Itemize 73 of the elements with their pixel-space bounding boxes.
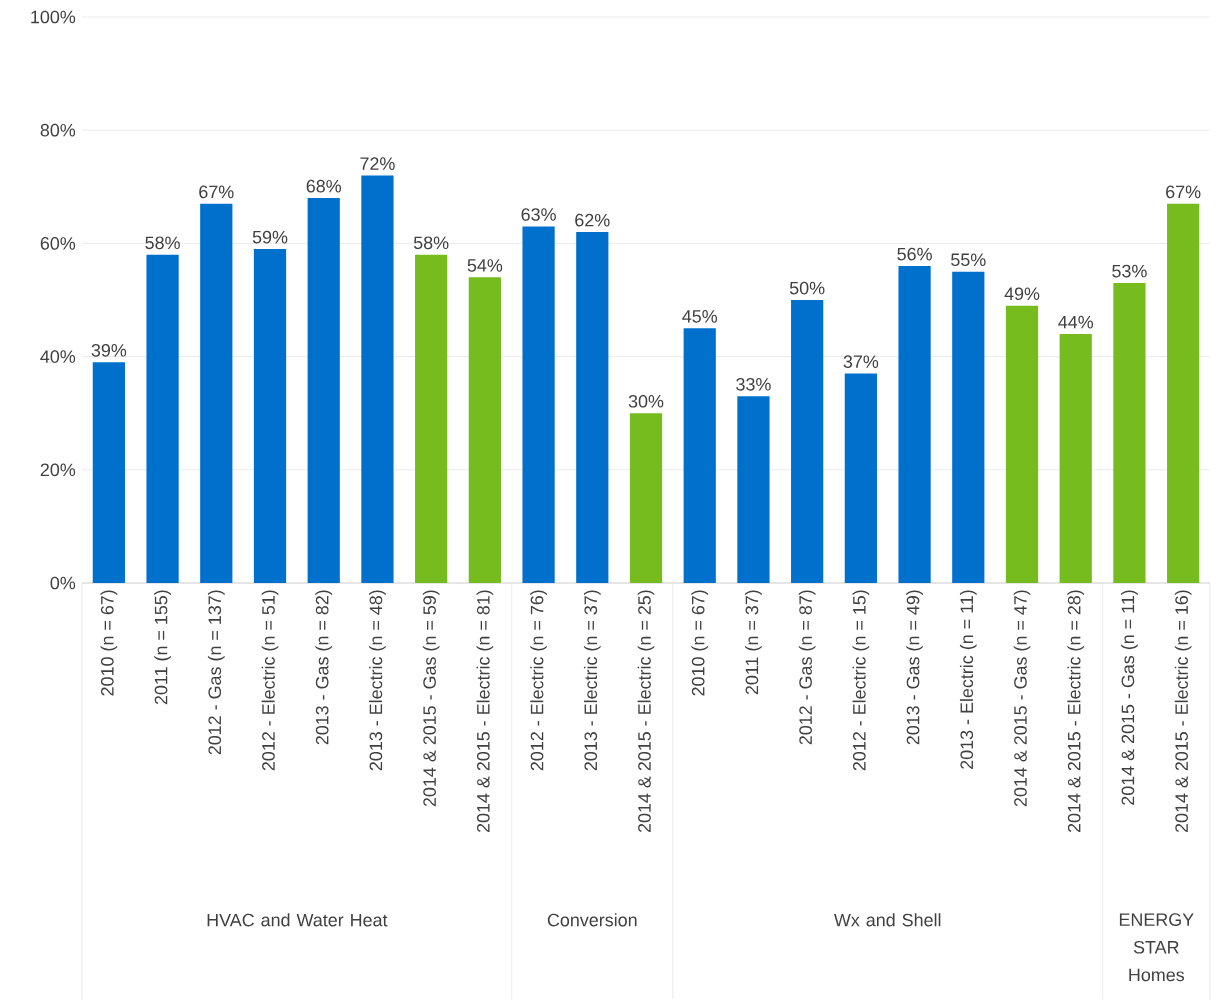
bar	[307, 198, 340, 583]
bar	[683, 328, 716, 583]
bar	[1005, 305, 1039, 583]
bar	[1113, 283, 1146, 583]
data-label: 33%	[736, 377, 771, 391]
bar	[146, 254, 179, 583]
x-tick-label: 2011 (n = 37)	[745, 590, 762, 695]
x-tick-label: 2014 & 2015 - Electric (n = 28)	[1067, 590, 1085, 833]
data-label: 55%	[951, 253, 986, 267]
y-tick-label: 80%	[40, 123, 76, 137]
bar	[200, 203, 233, 583]
bar	[629, 413, 663, 583]
y-tick-label: 0%	[50, 576, 76, 590]
data-label: 45%	[682, 310, 718, 323]
y-tick-label: 60%	[40, 237, 76, 250]
x-tick-label: 2013 - Gas (n = 49)	[906, 590, 923, 745]
bar	[1167, 203, 1200, 583]
data-label: 58%	[413, 236, 449, 250]
data-label: 44%	[1058, 315, 1094, 329]
y-tick-label: 20%	[40, 463, 76, 477]
data-label: 62%	[575, 213, 610, 227]
bar	[253, 249, 287, 583]
data-label: 67%	[1166, 185, 1201, 199]
text: HVAC and Water Heat	[207, 913, 388, 927]
x-tick-label: 2013 - Electric (n = 11)	[959, 590, 977, 769]
text: ENERGY STAR Homes	[1119, 913, 1194, 982]
x-tick-label: 2010 (n = 67)	[691, 590, 709, 696]
bar	[1059, 333, 1092, 583]
x-tick-label: 2012 - Electric (n = 51)	[261, 590, 279, 771]
x-tick-label: 2014 & 2015 - Gas (n = 11)	[1121, 590, 1138, 805]
data-label: 63%	[521, 208, 556, 221]
bar	[415, 254, 448, 583]
data-label: 59%	[252, 230, 288, 244]
bar	[952, 271, 985, 583]
x-tick-label: 2014 & 2015 - Gas (n = 47)	[1013, 590, 1031, 807]
data-label: 30%	[628, 394, 664, 408]
bar	[92, 362, 125, 583]
data-label: 53%	[1112, 264, 1147, 278]
data-label: 58%	[145, 236, 180, 250]
data-label: 49%	[1004, 287, 1040, 301]
x-tick-label: 2012 - Electric (n = 15)	[852, 590, 870, 771]
x-tick-label: 2011 (n = 155)	[154, 590, 171, 705]
x-tick-label: 2010 (n = 67)	[100, 590, 118, 696]
x-tick-label: 2013 - Electric (n = 48)	[369, 590, 386, 771]
text: Conversion	[547, 913, 637, 927]
y-tick-label: 40%	[40, 350, 76, 363]
x-tick-label: 2014 & 2015 - Electric (n = 25)	[637, 590, 655, 833]
x-tick-label: 2012 - Electric (n = 76)	[530, 590, 547, 771]
x-tick-label: 2014 & 2015 - Gas (n = 59)	[422, 590, 440, 807]
bar	[791, 299, 824, 583]
data-label: 56%	[897, 247, 932, 261]
bar	[844, 373, 877, 583]
data-label: 54%	[467, 259, 503, 272]
data-label: 68%	[306, 179, 342, 193]
bar	[468, 277, 501, 583]
x-tick-label: 2014 & 2015 - Electric (n = 81)	[476, 590, 494, 833]
text: Wx and Shell	[833, 913, 941, 927]
x-tick-label: 2012 - Gas (n = 137)	[207, 590, 225, 755]
x-tick-label: 2012 - Gas (n = 87)	[798, 590, 816, 745]
bar	[576, 232, 609, 583]
y-tick-label: 100%	[31, 10, 76, 24]
data-label: 72%	[360, 157, 395, 170]
x-tick-label: 2013 - Electric (n = 37)	[583, 590, 601, 771]
bar	[737, 396, 770, 583]
data-label: 50%	[789, 281, 825, 295]
bar	[361, 175, 394, 583]
bar	[522, 226, 555, 583]
data-label: 39%	[91, 343, 127, 357]
x-tick-label: 2013 - Gas (n = 82)	[315, 590, 333, 745]
data-label: 67%	[199, 185, 234, 199]
x-tick-label: 2014 & 2015 - Electric (n = 16)	[1174, 590, 1192, 833]
data-label: 37%	[843, 355, 879, 368]
bar	[898, 266, 931, 583]
